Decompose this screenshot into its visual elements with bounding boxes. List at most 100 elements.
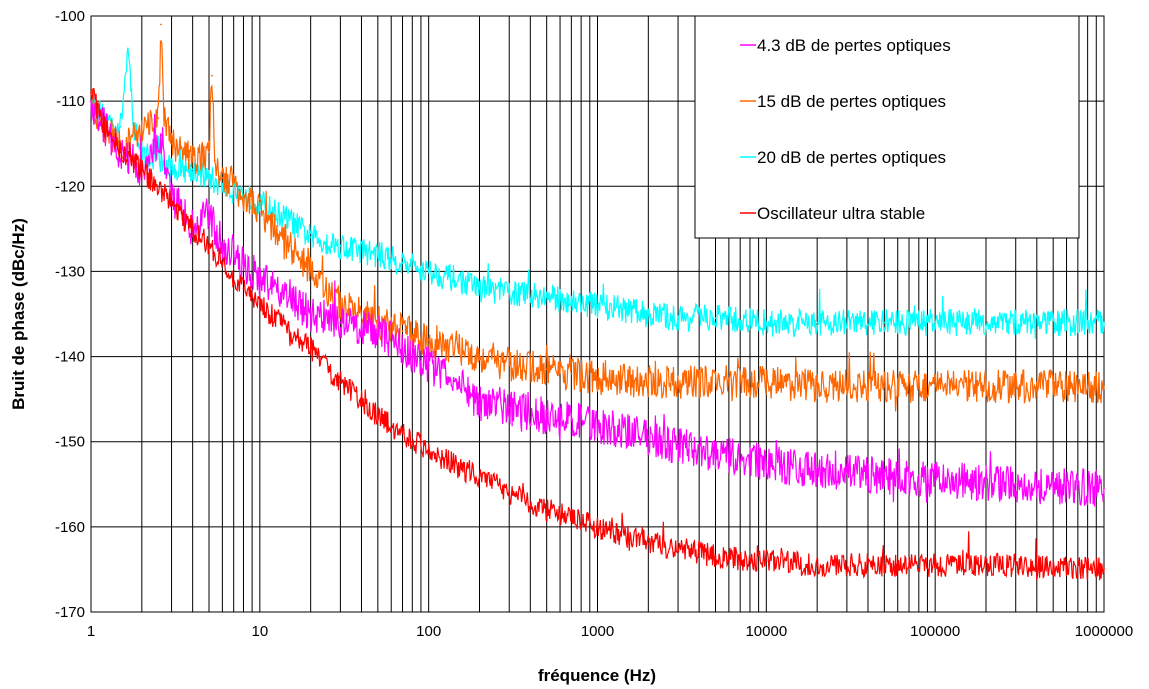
data-point: [597, 424, 599, 426]
data-point: [289, 219, 291, 221]
data-point: [765, 560, 767, 562]
data-point: [221, 185, 223, 187]
data-point: [715, 317, 717, 319]
data-point: [171, 202, 173, 204]
data-point: [883, 322, 885, 324]
data-point: [715, 381, 717, 383]
data-point: [208, 151, 210, 153]
data-point: [221, 245, 223, 247]
data-point: [934, 564, 936, 566]
x-tick-label: 1000: [581, 623, 614, 640]
data-point: [457, 347, 459, 349]
data-point: [647, 313, 649, 315]
data-point: [402, 432, 404, 434]
data-point: [160, 134, 162, 136]
data-point: [289, 245, 291, 247]
data-point: [647, 437, 649, 439]
data-point: [883, 475, 885, 477]
y-tick-label: -140: [55, 349, 85, 366]
data-point: [289, 296, 291, 298]
data-point: [310, 271, 312, 273]
data-point: [816, 564, 818, 566]
y-tick-label: -170: [55, 604, 85, 621]
data-point: [1015, 483, 1017, 485]
data-point: [243, 194, 245, 196]
data-point: [208, 245, 210, 247]
data-point: [457, 381, 459, 383]
data-point: [457, 466, 459, 468]
data-point: [597, 305, 599, 307]
data-point: [677, 317, 679, 319]
data-point: [208, 211, 210, 213]
y-tick-label: -150: [55, 434, 85, 451]
data-point: [570, 420, 572, 422]
data-point: [339, 381, 341, 383]
data-point: [1015, 564, 1017, 566]
data-point: [570, 373, 572, 375]
data-point: [1103, 385, 1105, 387]
data-point: [1103, 569, 1105, 571]
y-tick-label: -160: [55, 519, 85, 536]
data-point: [816, 322, 818, 324]
data-point: [259, 202, 261, 204]
data-point: [715, 454, 717, 456]
legend-label: Oscillateur ultra stable: [757, 204, 925, 223]
y-axis-title: Bruit de phase (dBc/Hz): [9, 218, 28, 410]
legend-label: 20 dB de pertes optiques: [757, 148, 946, 167]
data-point: [310, 347, 312, 349]
data-point: [570, 517, 572, 519]
data-point: [339, 322, 341, 324]
data-point: [211, 75, 213, 77]
data-point: [570, 300, 572, 302]
data-point: [546, 509, 548, 511]
legend: 4.3 dB de pertes optiques 15 dB de pertes…: [695, 16, 1079, 238]
data-point: [816, 385, 818, 387]
data-point: [157, 117, 159, 119]
data-point: [546, 296, 548, 298]
data-point: [934, 479, 936, 481]
data-point: [546, 415, 548, 417]
data-point: [90, 100, 92, 102]
data-point: [192, 228, 194, 230]
data-point: [163, 117, 165, 119]
data-point: [120, 126, 122, 128]
data-point: [339, 305, 341, 307]
x-tick-label: 1000000: [1075, 623, 1133, 640]
data-point: [171, 143, 173, 145]
data-point: [1015, 385, 1017, 387]
data-point: [508, 407, 510, 409]
data-point: [816, 471, 818, 473]
data-point: [402, 347, 404, 349]
data-point: [208, 177, 210, 179]
legend-label: 4.3 dB de pertes optiques: [757, 36, 951, 55]
data-point: [479, 356, 481, 358]
data-point: [377, 415, 379, 417]
x-tick-label: 10000: [745, 623, 787, 640]
data-point: [339, 245, 341, 247]
data-point: [647, 543, 649, 545]
data-point: [243, 288, 245, 290]
data-point: [546, 368, 548, 370]
data-point: [402, 262, 404, 264]
data-point: [479, 475, 481, 477]
data-point: [428, 449, 430, 451]
data-point: [677, 547, 679, 549]
y-tick-label: -110: [56, 93, 85, 110]
data-point: [883, 385, 885, 387]
data-point: [677, 381, 679, 383]
y-tick-label: -100: [55, 8, 85, 25]
data-point: [120, 151, 122, 153]
data-point: [259, 211, 261, 213]
data-point: [479, 398, 481, 400]
x-tick-label: 10: [251, 623, 268, 640]
data-point: [377, 330, 379, 332]
data-point: [259, 305, 261, 307]
data-point: [597, 526, 599, 528]
data-point: [597, 377, 599, 379]
data-point: [428, 339, 430, 341]
data-point: [90, 92, 92, 94]
data-point: [377, 254, 379, 256]
data-point: [221, 177, 223, 179]
data-point: [1015, 322, 1017, 324]
y-tick-label: -120: [55, 178, 85, 195]
